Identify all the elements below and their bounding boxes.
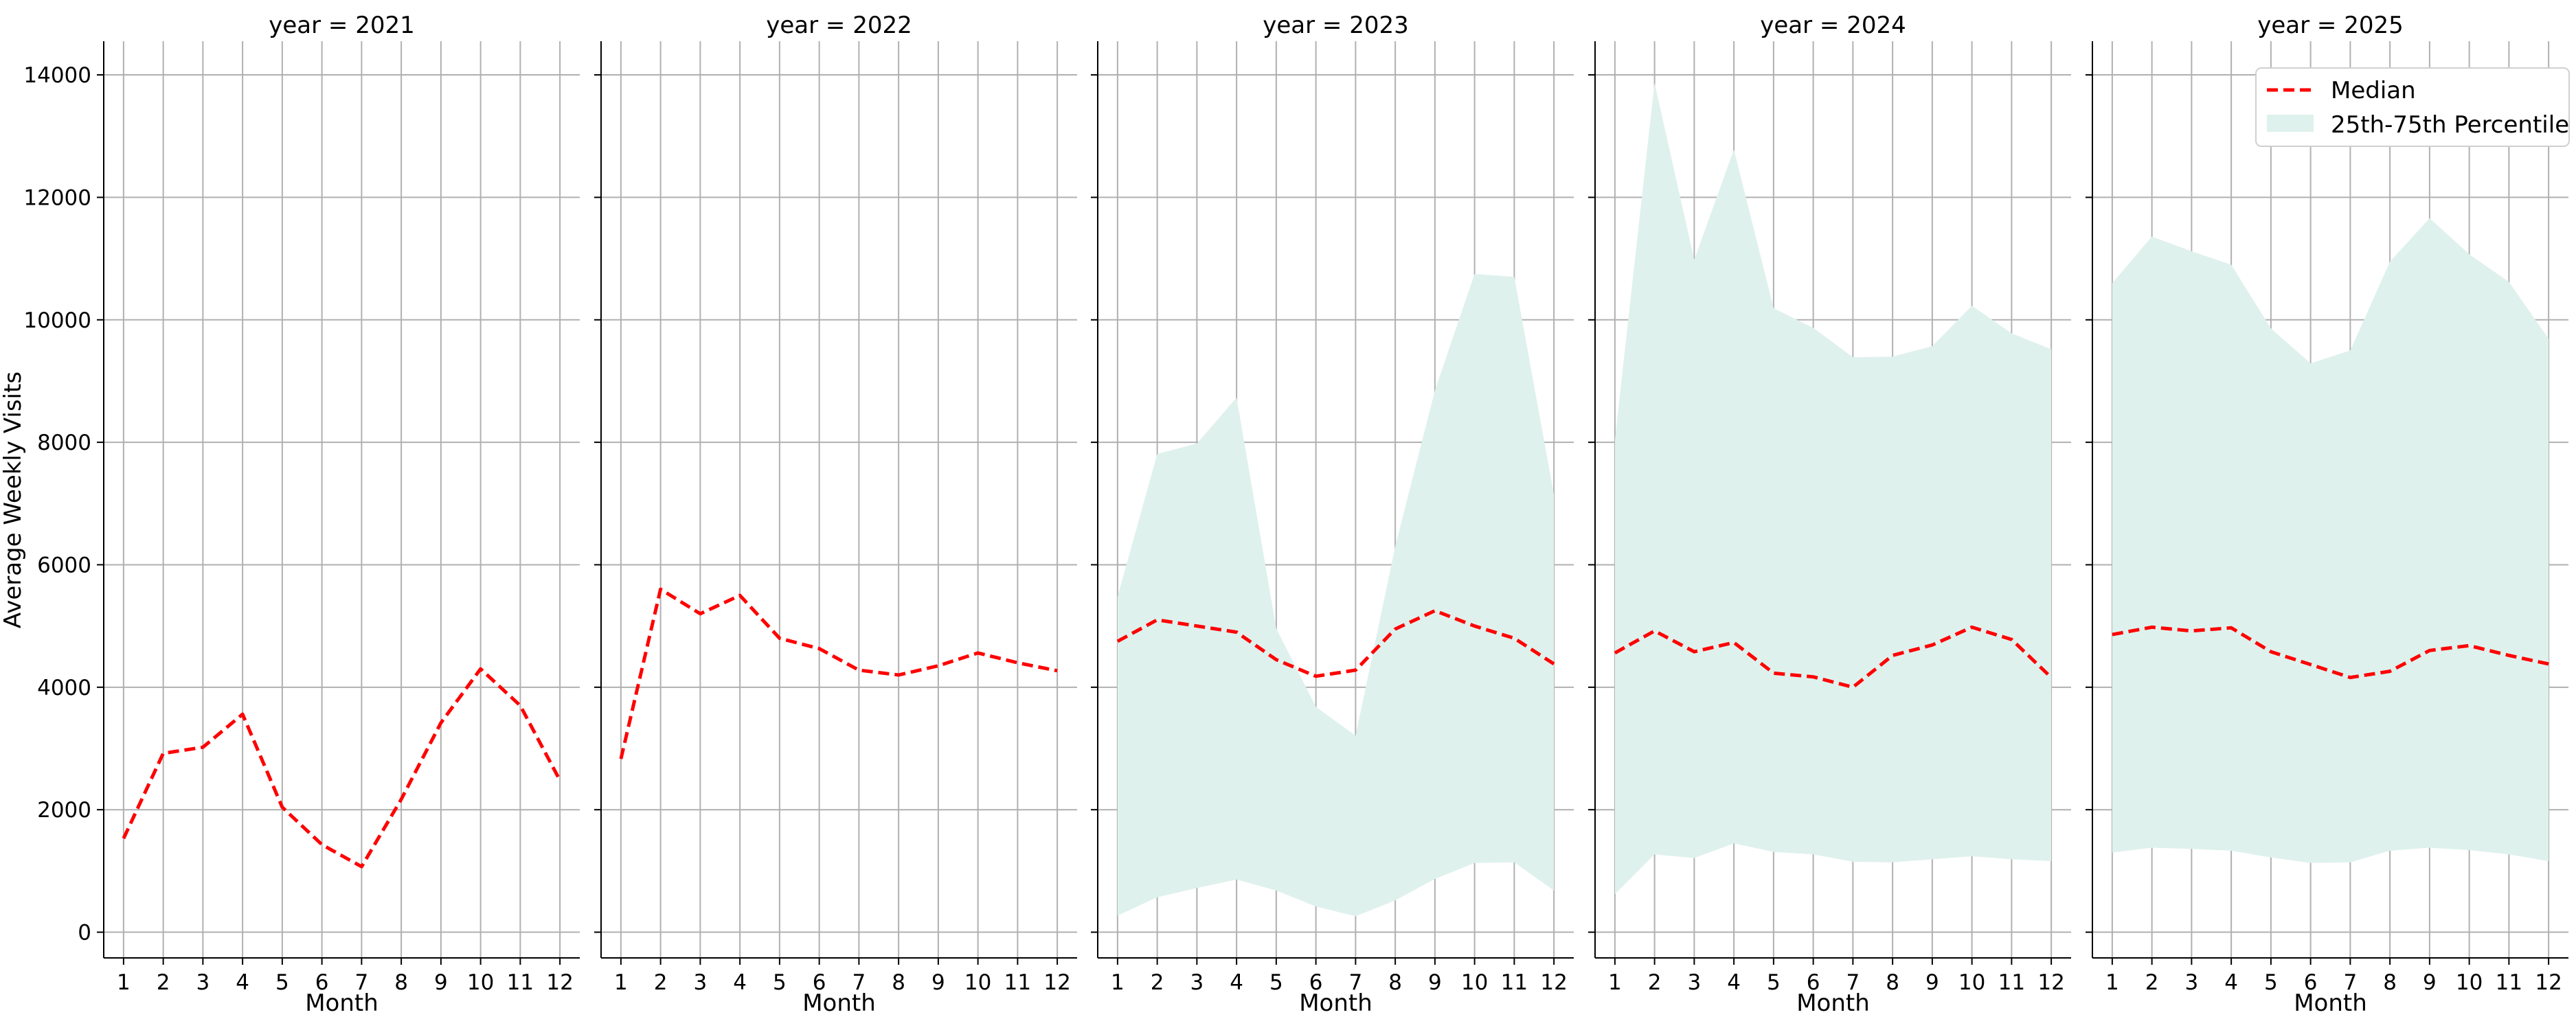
x-tick-label: 12 xyxy=(2535,970,2562,995)
x-tick-label: 10 xyxy=(964,970,991,995)
x-tick-label: 2 xyxy=(157,970,170,995)
panel-title: year = 2024 xyxy=(1760,12,1906,39)
y-axis-label: Average Weekly Visits xyxy=(0,371,27,628)
median-line xyxy=(619,587,1058,759)
x-tick-label: 2 xyxy=(2145,970,2159,995)
y-tick-label: 10000 xyxy=(23,308,91,333)
x-tick-label: 1 xyxy=(117,970,131,995)
x-tick-label: 11 xyxy=(507,970,534,995)
x-tick-label: 6 xyxy=(813,970,826,995)
x-tick-label: 6 xyxy=(1309,970,1323,995)
x-tick-label: 7 xyxy=(1349,970,1363,995)
x-tick-label: 4 xyxy=(733,970,747,995)
x-tick-label: 10 xyxy=(467,970,494,995)
x-tick-label: 3 xyxy=(196,970,210,995)
x-axis-label: Month xyxy=(2294,989,2367,1017)
legend-band-swatch xyxy=(2267,115,2314,132)
x-tick-label: 2 xyxy=(654,970,668,995)
x-tick-label: 4 xyxy=(1727,970,1741,995)
x-tick-label: 8 xyxy=(892,970,905,995)
x-tick-label: 8 xyxy=(394,970,408,995)
y-tick-label: 14000 xyxy=(23,63,91,88)
x-axis-label: Month xyxy=(305,989,379,1017)
x-tick-label: 7 xyxy=(852,970,866,995)
x-tick-label: 5 xyxy=(1269,970,1283,995)
x-tick-label: 10 xyxy=(2456,970,2483,995)
x-tick-label: 4 xyxy=(2224,970,2238,995)
x-tick-label: 11 xyxy=(1998,970,2025,995)
x-tick-label: 9 xyxy=(931,970,945,995)
panel-title: year = 2022 xyxy=(766,12,912,39)
x-tick-label: 3 xyxy=(1688,970,1702,995)
x-tick-label: 6 xyxy=(315,970,329,995)
x-axis-label: Month xyxy=(1299,989,1372,1017)
x-tick-label: 5 xyxy=(2264,970,2278,995)
x-tick-label: 12 xyxy=(1043,970,1070,995)
median-line xyxy=(1614,625,2053,689)
legend: Median 25th-75th Percentile xyxy=(2255,67,2570,147)
y-tick-label: 8000 xyxy=(37,431,91,455)
x-tick-label: 12 xyxy=(546,970,573,995)
x-tick-label: 1 xyxy=(1111,970,1125,995)
x-tick-label: 5 xyxy=(773,970,787,995)
x-tick-label: 8 xyxy=(1388,970,1402,995)
x-tick-label: 7 xyxy=(2344,970,2358,995)
x-axis-label: Month xyxy=(802,989,876,1017)
x-tick-label: 1 xyxy=(1608,970,1622,995)
percentile-band xyxy=(1117,273,1555,917)
legend-band-label: 25th-75th Percentile xyxy=(2331,111,2569,139)
x-tick-label: 9 xyxy=(1925,970,1939,995)
x-tick-label: 9 xyxy=(1428,970,1442,995)
x-tick-label: 4 xyxy=(236,970,249,995)
percentile-band xyxy=(1614,82,2052,895)
x-tick-label: 11 xyxy=(1004,970,1031,995)
x-tick-label: 8 xyxy=(2383,970,2397,995)
percentile-band xyxy=(2112,218,2549,863)
x-tick-label: 3 xyxy=(694,970,708,995)
x-tick-label: 12 xyxy=(1540,970,1567,995)
panel-title: year = 2025 xyxy=(2257,12,2403,39)
y-tick-label: 4000 xyxy=(37,676,91,700)
x-tick-label: 1 xyxy=(2105,970,2119,995)
x-tick-label: 7 xyxy=(1846,970,1860,995)
x-tick-label: 2 xyxy=(1151,970,1164,995)
y-tick-label: 12000 xyxy=(23,185,91,210)
x-axis-label: Month xyxy=(1796,989,1870,1017)
x-tick-label: 4 xyxy=(1230,970,1243,995)
x-tick-label: 10 xyxy=(1461,970,1488,995)
x-tick-label: 3 xyxy=(1190,970,1204,995)
x-tick-label: 6 xyxy=(2304,970,2318,995)
median-line xyxy=(122,667,562,869)
x-tick-label: 8 xyxy=(1886,970,1899,995)
x-tick-label: 6 xyxy=(1807,970,1820,995)
x-tick-label: 10 xyxy=(1958,970,1985,995)
panel-title: year = 2021 xyxy=(269,12,414,39)
x-tick-label: 5 xyxy=(275,970,289,995)
x-tick-label: 11 xyxy=(1501,970,1528,995)
legend-frame xyxy=(2255,67,2570,147)
legend-median-label: Median xyxy=(2331,77,2416,104)
x-tick-label: 12 xyxy=(2037,970,2064,995)
median-line xyxy=(1116,608,1555,678)
median-line xyxy=(2112,625,2549,680)
chart-panels: year = 202102000400060008000100001200014… xyxy=(23,12,2568,1017)
panel-1: year = 202102000400060008000100001200014… xyxy=(23,12,580,1017)
y-tick-label: 6000 xyxy=(37,553,91,577)
x-tick-label: 1 xyxy=(614,970,628,995)
panel-title: year = 2023 xyxy=(1263,12,1408,39)
x-tick-label: 3 xyxy=(2185,970,2199,995)
y-tick-label: 2000 xyxy=(37,798,91,823)
x-tick-label: 9 xyxy=(2423,970,2437,995)
x-tick-label: 9 xyxy=(434,970,448,995)
x-tick-label: 7 xyxy=(355,970,369,995)
x-tick-label: 2 xyxy=(1648,970,1662,995)
x-tick-label: 5 xyxy=(1767,970,1781,995)
y-tick-label: 0 xyxy=(78,921,91,946)
x-tick-label: 11 xyxy=(2496,970,2522,995)
